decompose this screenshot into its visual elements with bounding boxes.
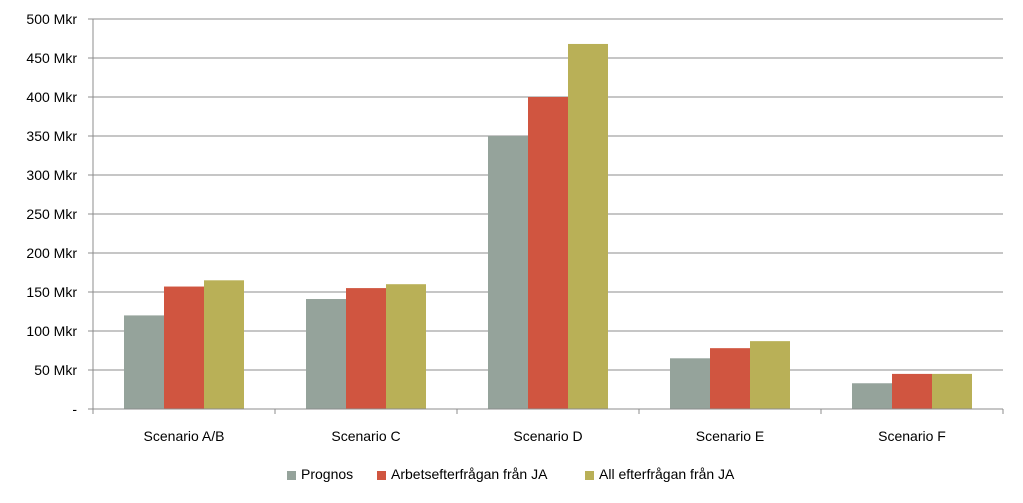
y-tick-label: 150 Mkr: [26, 284, 77, 300]
bar: [204, 280, 244, 409]
bar: [892, 373, 932, 409]
y-tick-label: 300 Mkr: [26, 167, 77, 183]
axes: [88, 18, 1004, 414]
legend-swatch: [287, 471, 296, 480]
x-tick-label: Scenario C: [331, 428, 400, 444]
legend-swatch: [377, 471, 386, 480]
bar: [488, 136, 528, 409]
x-tick-label: Scenario F: [878, 428, 946, 444]
bar: [386, 284, 426, 409]
y-tick-label: 400 Mkr: [26, 89, 77, 105]
bar: [346, 288, 386, 409]
legend-label: All efterfrågan från JA: [599, 466, 735, 482]
x-tick-label: Scenario D: [513, 428, 582, 444]
bar: [750, 341, 790, 409]
bar: [528, 97, 568, 409]
bar: [852, 383, 892, 409]
y-tick-labels: - 50 Mkr 100 Mkr 150 Mkr 200 Mkr 250 Mkr 300 M…: [26, 11, 77, 417]
x-tick-label: Scenario A/B: [144, 428, 225, 444]
bar: [306, 299, 346, 409]
y-tick-label: 450 Mkr: [26, 50, 77, 66]
y-tick-label: 200 Mkr: [26, 245, 77, 261]
legend-label: Arbetsefterfrågan från JA: [391, 466, 548, 482]
y-tick-label: 250 Mkr: [26, 206, 77, 222]
y-tick-label: 500 Mkr: [26, 11, 77, 27]
bars: [124, 43, 972, 410]
y-tick-label: -: [72, 401, 77, 417]
bar: [568, 43, 608, 410]
legend: Prognos Arbetsefterfrågan från JA All efte…: [287, 466, 735, 482]
x-tick-labels: Scenario A/B Scenario C Scenario D Scenario…: [144, 428, 946, 444]
bar: [164, 286, 204, 409]
y-tick-label: 350 Mkr: [26, 128, 77, 144]
legend-swatch: [585, 471, 594, 480]
y-tick-label: 50 Mkr: [34, 362, 77, 378]
x-tick-label: Scenario E: [696, 428, 764, 444]
bar: [710, 348, 750, 409]
bar: [670, 358, 710, 409]
legend-label: Prognos: [301, 466, 353, 482]
bar: [124, 315, 164, 409]
y-tick-label: 100 Mkr: [26, 323, 77, 339]
bar: [932, 373, 972, 409]
